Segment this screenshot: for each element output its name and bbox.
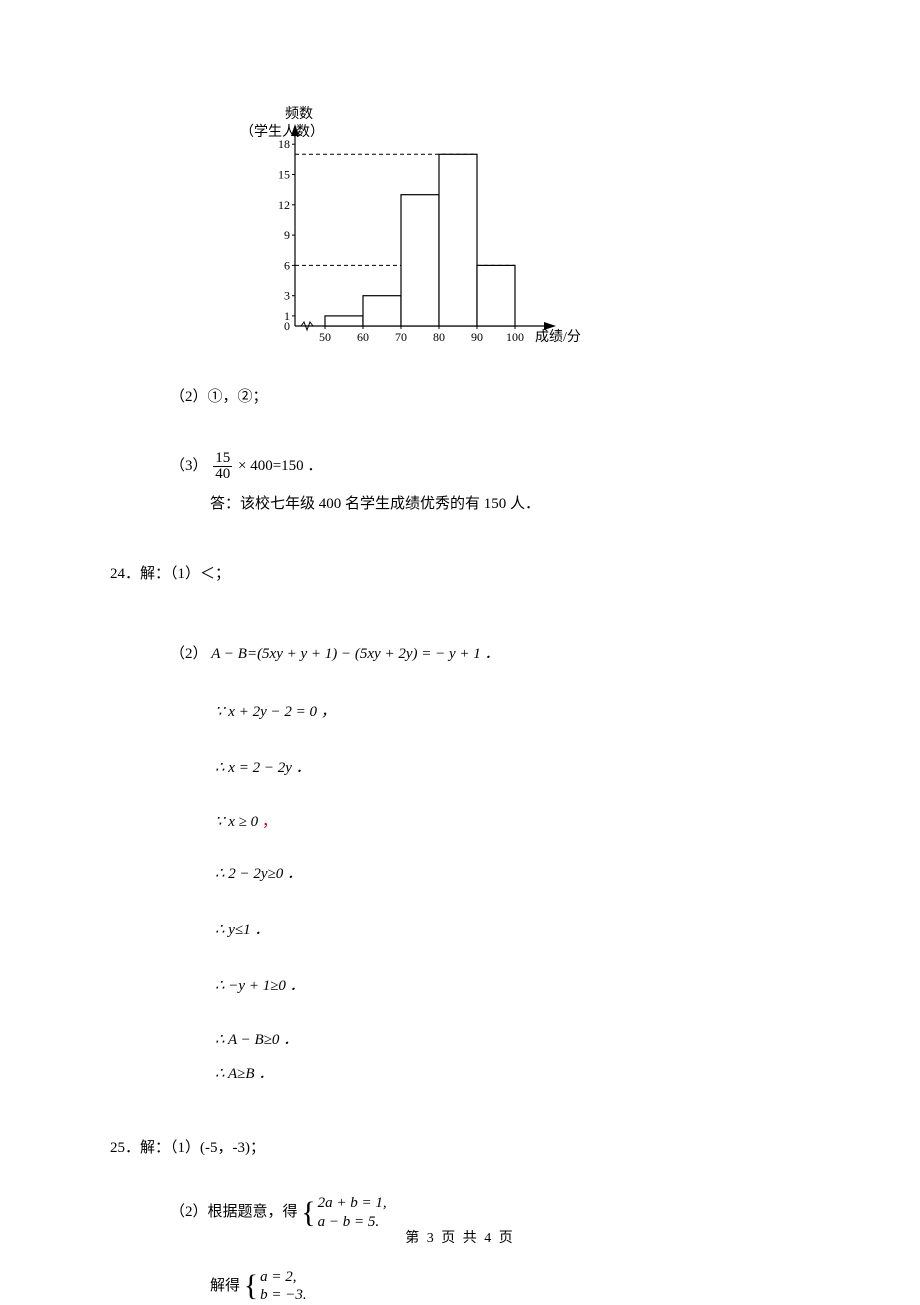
q23-part3-rest: × 400=150 ．	[238, 458, 322, 474]
q23-part3-answer: 答：该校七年级 400 名学生成绩优秀的有 150 人．	[210, 492, 810, 516]
q25-part2: （2）根据题意，得 { 2a + b = 1, a − b = 5.	[170, 1194, 810, 1232]
svg-text:80: 80	[433, 330, 445, 344]
q24-step4: ∴ 2 − 2y≥0 ．	[215, 862, 810, 886]
svg-text:15: 15	[278, 168, 290, 182]
svg-text:50: 50	[319, 330, 331, 344]
x-ticks: 50 60 70 80 90 100	[319, 326, 524, 344]
sys2-row2: b = −3.	[260, 1286, 307, 1305]
equation-system-2: { a = 2, b = −3.	[244, 1268, 307, 1305]
q24-step3-comma: ，	[262, 814, 277, 830]
q25-header: 25．解：（1）(‑5，‑3)；	[110, 1136, 810, 1160]
svg-text:60: 60	[357, 330, 369, 344]
histogram-svg: 频数 （学生人数） 0 1 3 6 9 1	[180, 100, 600, 360]
q24-step1: ∵ x + 2y − 2 = 0 ，	[215, 700, 810, 724]
q24-step8: ∴ A≥B ．	[215, 1062, 810, 1086]
q24-step3: ∵ x ≥ 0 ，	[215, 810, 810, 834]
equation-system-1: { 2a + b = 1, a − b = 5.	[301, 1194, 386, 1232]
svg-text:6: 6	[284, 258, 290, 272]
svg-text:1: 1	[284, 309, 290, 323]
x-axis-label: 成绩/分	[535, 329, 581, 345]
q23-part3-prefix: （3）	[170, 458, 208, 474]
q24-step5: ∴ y≤1 ．	[215, 918, 810, 942]
q23-part2: （2）①，②；	[170, 385, 810, 409]
q24-part2: （2） A − B=(5xy + y + 1) − (5xy + 2y) = −…	[170, 642, 810, 666]
q24-step6: ∴ −y + 1≥0 ．	[215, 974, 810, 998]
histogram-chart: 频数 （学生人数） 0 1 3 6 9 1	[180, 100, 810, 365]
q24-step3-expr: ∵ x ≥ 0	[215, 814, 258, 830]
page-footer: 第 3 页 共 4 页	[0, 1227, 920, 1247]
x-axis-arrow	[544, 322, 556, 330]
q25-part2-label: （2）根据题意，得	[170, 1204, 298, 1220]
bar-80-90	[439, 154, 477, 326]
svg-text:100: 100	[506, 330, 524, 344]
frac-num: 15	[213, 451, 232, 467]
q25-solve: 解得 { a = 2, b = −3.	[210, 1268, 810, 1305]
sys2-row1: a = 2,	[260, 1268, 307, 1287]
frac-den: 40	[213, 467, 232, 482]
svg-text:90: 90	[471, 330, 483, 344]
svg-text:9: 9	[284, 228, 290, 242]
q24-step7: ∴ A − B≥0 ．	[215, 1028, 810, 1052]
fraction-15-40: 15 40	[213, 451, 232, 482]
q24-step2: ∴ x = 2 − 2y ．	[215, 756, 810, 780]
sys1-row1: 2a + b = 1,	[318, 1194, 387, 1213]
q25-solve-label: 解得	[210, 1278, 240, 1294]
q24-part2-expr: A − B=(5xy + y + 1) − (5xy + 2y) = − y +…	[211, 646, 499, 662]
svg-text:70: 70	[395, 330, 407, 344]
bars	[325, 154, 515, 326]
q24-part2-label: （2）	[170, 646, 208, 662]
page: 频数 （学生人数） 0 1 3 6 9 1	[0, 0, 920, 1302]
svg-text:3: 3	[284, 289, 290, 303]
y-ticks: 0 1 3 6 9 12 15 18	[278, 137, 295, 333]
q24-header: 24．解：（1）＜；	[110, 562, 810, 586]
y-axis-label-1: 频数	[285, 106, 313, 122]
bar-60-70	[363, 296, 401, 326]
svg-text:12: 12	[278, 198, 290, 212]
bar-70-80	[401, 195, 439, 326]
bar-90-100	[477, 265, 515, 326]
q23-part3: （3） 15 40 × 400=150 ．	[170, 451, 810, 482]
svg-text:18: 18	[278, 137, 290, 151]
bar-50-60	[325, 316, 363, 326]
